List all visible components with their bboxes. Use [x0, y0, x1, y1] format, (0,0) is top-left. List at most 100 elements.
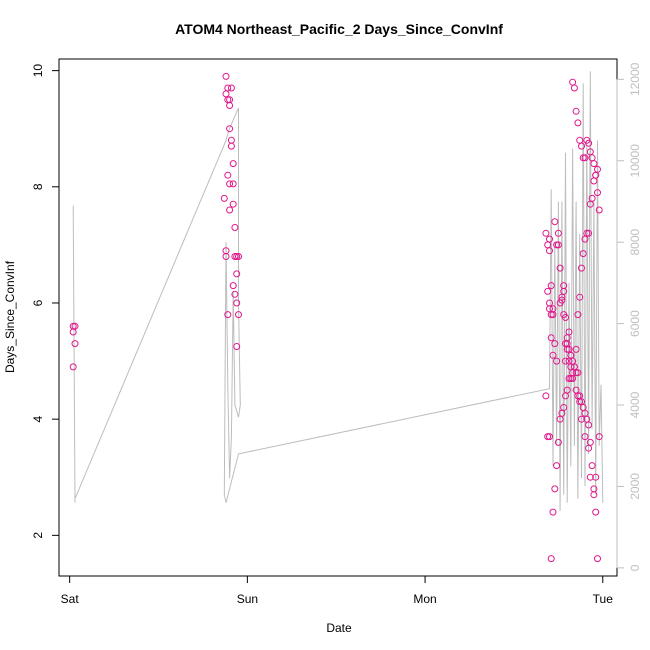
data-point: [544, 433, 552, 441]
data-point: [549, 508, 557, 516]
y2-tick-label: 10000: [628, 144, 642, 178]
data-point: [590, 160, 598, 168]
data-point: [578, 415, 585, 423]
data-point: [572, 107, 580, 115]
data-point: [546, 235, 553, 243]
data-point: [226, 102, 234, 109]
data-point: [551, 218, 559, 226]
data-point: [547, 282, 555, 290]
x-axis-label: Date: [326, 621, 352, 635]
data-point: [574, 119, 582, 127]
y2-tick-label: 4000: [628, 391, 642, 418]
data-point: [227, 136, 235, 144]
y2-tick-label: 0: [628, 564, 642, 571]
data-point: [235, 253, 242, 260]
y-tick-label: 6: [31, 299, 45, 306]
data-point: [565, 375, 573, 382]
x-tick-label: Mon: [413, 592, 436, 606]
data-point: [581, 154, 589, 162]
data-point: [226, 180, 234, 188]
x-tick-label: Tue: [593, 592, 614, 606]
data-point: [544, 241, 552, 249]
data-point: [222, 90, 230, 98]
data-point: [560, 287, 568, 295]
data-point: [227, 84, 235, 92]
data-point: [594, 189, 601, 197]
data-point: [553, 357, 561, 365]
data-point: [229, 282, 237, 290]
y-tick-label: 10: [31, 64, 45, 78]
data-point: [69, 328, 77, 336]
data-point: [592, 473, 600, 481]
y-tick-label: 8: [31, 183, 45, 190]
data-point: [542, 229, 550, 237]
data-point: [574, 369, 582, 377]
data-point: [69, 363, 77, 371]
data-point: [556, 264, 564, 272]
data-point: [233, 299, 241, 307]
data-point: [586, 200, 594, 208]
point-series: [69, 72, 603, 563]
data-point: [563, 334, 571, 342]
data-point: [226, 206, 234, 214]
x-tick-label: Sat: [61, 592, 80, 606]
data-point: [574, 311, 582, 319]
data-point: [546, 305, 553, 313]
data-point: [235, 311, 242, 319]
data-point: [562, 392, 569, 400]
data-point: [585, 444, 593, 452]
data-point: [570, 84, 578, 92]
data-point: [581, 235, 589, 243]
data-point: [590, 177, 598, 185]
data-point: [222, 253, 230, 260]
y-tick-label: 2: [31, 532, 45, 539]
data-point: [581, 433, 589, 441]
data-point: [220, 194, 228, 202]
y-axis-label: Days_Since_ConvInf: [3, 260, 17, 373]
y2-tick-label: 2000: [628, 473, 642, 500]
data-point: [551, 485, 559, 493]
data-point: [579, 250, 587, 258]
data-point: [233, 270, 241, 278]
data-point: [542, 392, 550, 400]
y-tick-label: 4: [31, 416, 45, 423]
data-point: [578, 142, 585, 150]
y2-tick-label: 6000: [628, 310, 642, 337]
data-point: [586, 473, 594, 481]
data-point: [229, 160, 237, 168]
data-point: [585, 139, 593, 147]
chart-title: ATOM4 Northeast_Pacific_2 Days_Since_Con…: [175, 21, 503, 37]
x-tick-label: Sun: [237, 592, 258, 606]
data-point: [558, 296, 566, 304]
data-point: [563, 386, 571, 394]
data-point: [556, 415, 564, 423]
line-series: [72, 71, 604, 511]
y2-tick-label: 8000: [628, 229, 642, 256]
data-point: [595, 433, 603, 441]
y-axis-right: 0 2000 4000 6000 8000 10000 12000: [616, 62, 642, 571]
data-point: [226, 125, 234, 133]
data-point: [572, 345, 580, 353]
data-point: [585, 421, 593, 429]
data-point: [562, 357, 569, 365]
data-point: [231, 224, 239, 231]
data-point: [547, 555, 555, 563]
data-point: [592, 508, 600, 516]
data-point: [231, 290, 239, 298]
data-point: [576, 398, 584, 406]
data-point: [590, 491, 598, 499]
data-point: [224, 311, 232, 319]
data-point: [588, 462, 596, 470]
data-point: [553, 462, 561, 470]
data-point: [222, 72, 230, 80]
data-point: [595, 206, 603, 214]
data-point: [567, 351, 575, 359]
data-point: [71, 340, 79, 348]
data-point: [576, 293, 584, 301]
data-point: [592, 171, 600, 179]
data-point: [544, 287, 552, 295]
series-line: [72, 71, 604, 511]
data-point: [229, 200, 237, 208]
data-point: [224, 171, 232, 179]
